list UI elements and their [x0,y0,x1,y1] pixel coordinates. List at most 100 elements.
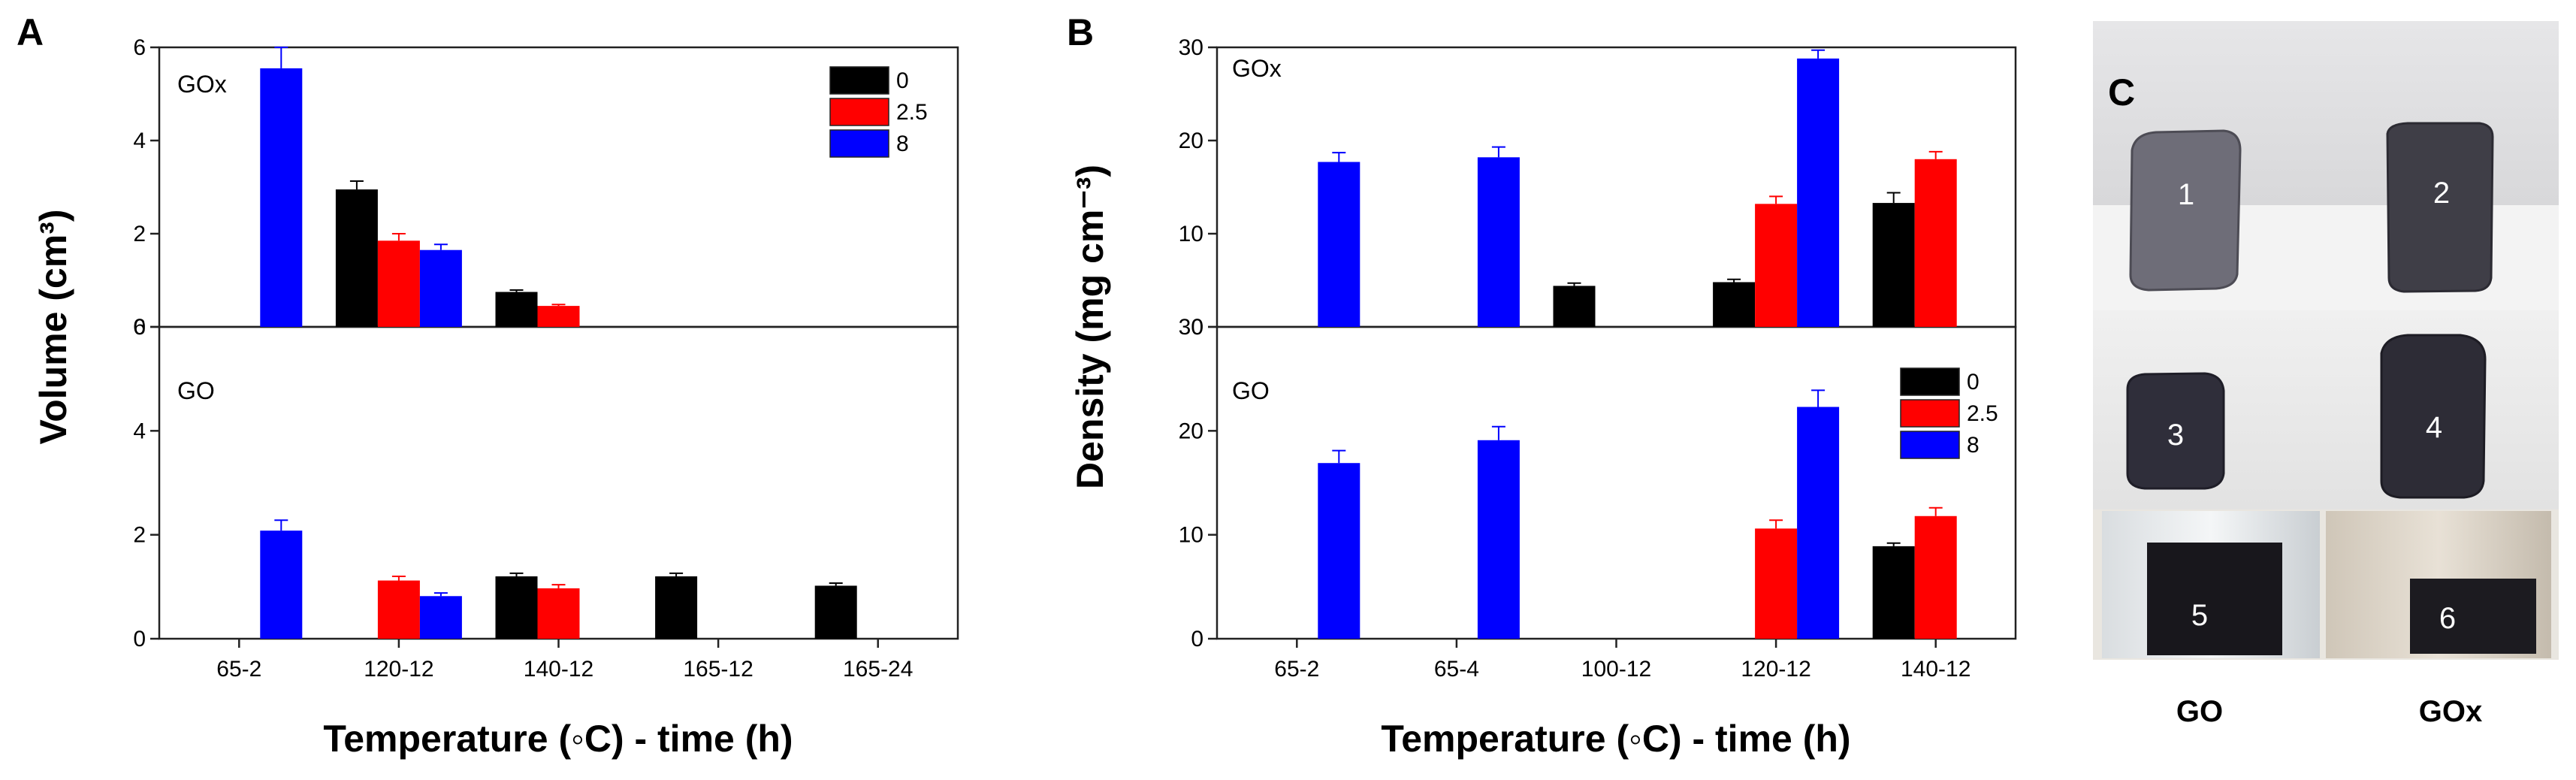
panel-a-upper-ticks: 0 2 4 6 [133,35,159,340]
panel-b-lower-sublabel: GO [1232,377,1270,404]
x-tick-label: 165-12 [683,657,753,682]
x-tick-label: 165-24 [843,657,913,682]
bar-gox-0 [1713,282,1756,327]
y-tick-label: 6 [133,315,146,340]
y-tick-label: 30 [1179,35,1203,60]
panel-letter-c: C [2108,71,2135,113]
bar-gox-8 [1797,58,1840,327]
bar-go-8 [260,531,303,639]
sample-number-1: 1 [2178,178,2194,211]
sample-number-4: 4 [2426,411,2442,444]
bar-go-0 [814,585,857,639]
bar-go-8 [1318,463,1360,639]
x-tick-label: 65-2 [216,657,261,682]
x-tick-label: 65-2 [1274,657,1319,682]
y-tick-label: 20 [1179,128,1203,153]
bar-go-8 [1477,440,1520,639]
x-tick-label: 100-12 [1581,657,1651,682]
aerogel-sample-4 [2380,334,2487,499]
photo-caption-go: GO [2176,695,2223,728]
bar-go-0 [1872,546,1915,639]
panel-b-upper-sublabel: GOx [1232,55,1282,82]
sample-number-3: 3 [2167,419,2184,452]
y-tick-label: 10 [1179,523,1203,548]
bar-gox-0 [1872,203,1915,327]
panel-b-lower-bars [1318,389,1957,639]
panel-b-x-ticks: 65-2 65-4 100-12 120-12 140-12 [1274,639,1971,682]
bar-gox-2.5 [377,240,420,327]
legend-label: 8 [1967,433,1980,458]
y-tick-label: 0 [1191,627,1203,652]
legend-label: 8 [896,132,909,156]
x-tick-label: 120-12 [1741,657,1810,682]
bar-go-2.5 [537,588,580,639]
legend-label: 0 [896,68,909,93]
bar-gox-0 [335,189,378,327]
panel-b-legend: 02.58 [1900,367,1998,459]
photo-caption-gox: GOx [2419,695,2482,728]
bar-go-2.5 [377,580,420,639]
panel-a-lower-ticks: 0 2 4 6 [133,315,159,652]
bar-go-2.5 [1755,528,1798,639]
panel-a-x-axis-title: Temperature (◦C) - time (h) [323,718,793,760]
panel-letter-b: B [1067,11,1094,53]
bar-gox-2.5 [1914,159,1957,327]
aerogel-sample-5 [2147,543,2282,655]
panel-a-upper-sublabel: GOx [177,71,227,98]
y-tick-label: 4 [133,419,146,443]
bar-go-8 [419,596,462,639]
panel-a-lower-bars [260,519,857,639]
sample-number-5: 5 [2191,599,2208,632]
y-tick-label: 0 [1191,315,1203,340]
legend-label: 2.5 [1967,401,1998,426]
bar-go-8 [1797,407,1840,639]
bar-gox-0 [1553,286,1596,327]
x-tick-label: 120-12 [364,657,433,682]
bar-gox-8 [260,68,303,328]
y-tick-label: 0 [133,315,146,340]
legend-swatch-0 [1900,367,1960,396]
legend-swatch-2.5 [829,98,889,126]
bar-go-2.5 [1914,515,1957,639]
y-tick-label: 10 [1179,222,1203,246]
x-tick-label: 140-12 [524,657,593,682]
panel-c-photo: C 1 2 3 4 5 6 GO GOx [2093,21,2559,728]
panel-a-legend: 02.58 [829,66,928,158]
panel-b: B GOx GO 0 10 20 30 0 10 20 30 65-2 65-4 100-12 1… [1067,11,2017,760]
panel-b-upper-bars [1318,49,1957,327]
panel-letter-a: A [17,11,44,53]
sample-number-2: 2 [2433,177,2450,210]
x-tick-label: 140-12 [1901,657,1971,682]
panel-b-y-axis-title: Density (mg cm⁻³) [1069,165,1111,489]
y-tick-label: 2 [133,523,146,548]
y-tick-label: 0 [133,627,146,652]
legend-swatch-8 [829,129,889,158]
panel-b-lower-ticks: 0 10 20 30 [1179,315,1217,652]
legend-swatch-0 [829,66,889,95]
sample-number-6: 6 [2439,602,2456,635]
panel-b-x-axis-title: Temperature (◦C) - time (h) [1381,718,1850,760]
bar-gox-8 [419,249,462,327]
legend-swatch-2.5 [1900,399,1960,428]
bar-gox-8 [1318,162,1360,327]
bar-gox-0 [495,292,538,327]
panel-a: A GOx GO 0 2 4 6 0 2 4 6 65-2 120-12 140-12 165-1… [17,11,959,760]
bar-go-0 [655,576,698,639]
y-tick-label: 2 [133,222,146,246]
bar-gox-2.5 [537,306,580,327]
panel-a-lower-sublabel: GO [177,377,215,404]
y-tick-label: 6 [133,35,146,60]
panel-b-upper-ticks: 0 10 20 30 [1179,35,1217,340]
legend-label: 0 [1967,370,1980,395]
y-tick-label: 4 [133,128,146,153]
aerogel-sample-1 [2129,129,2242,292]
legend-swatch-8 [1900,431,1960,459]
panel-a-x-ticks: 65-2 120-12 140-12 165-12 165-24 [216,639,913,682]
bar-gox-2.5 [1755,204,1798,327]
bar-go-0 [495,576,538,639]
aerogel-sample-2 [2386,122,2494,293]
aerogel-sample-6 [2410,579,2536,654]
bar-gox-8 [1477,157,1520,327]
x-tick-label: 65-4 [1434,657,1479,682]
